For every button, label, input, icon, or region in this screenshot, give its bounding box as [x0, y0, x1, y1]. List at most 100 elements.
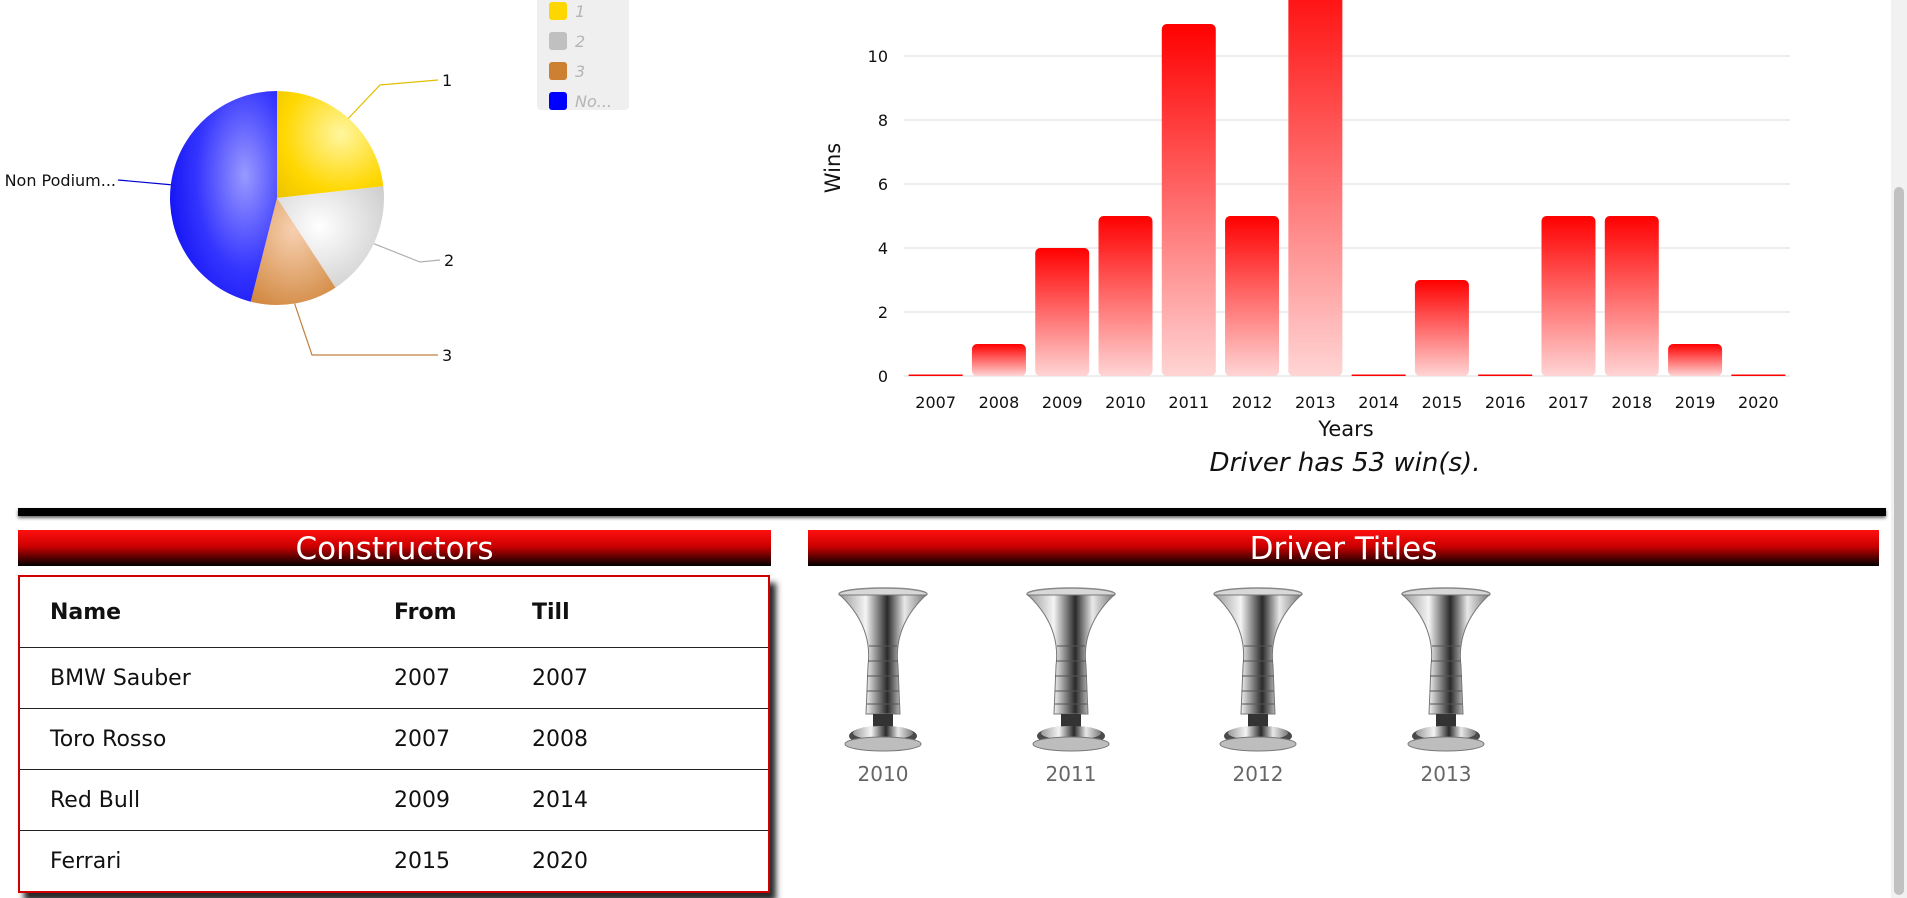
x-tick-label: 2009 — [1042, 393, 1083, 412]
y-tick-label: 2 — [878, 303, 888, 322]
legend-label: 3 — [575, 61, 586, 81]
pie-slice[interactable] — [170, 91, 277, 302]
title-trophy: 2010 — [823, 586, 943, 786]
title-year: 2013 — [1420, 762, 1472, 786]
wins-bar[interactable] — [1351, 374, 1406, 377]
wins-bar[interactable] — [1035, 248, 1090, 376]
constructors-header: Constructors — [18, 530, 771, 567]
wins-bar[interactable] — [971, 344, 1026, 376]
legend-label: No... — [575, 91, 613, 111]
legend-item[interactable]: 3 — [549, 56, 629, 86]
wins-bar[interactable] — [1098, 216, 1153, 376]
legend-label: 2 — [575, 31, 586, 51]
page-scrollbar-thumb[interactable] — [1894, 187, 1904, 895]
constructor-till: 2014 — [532, 787, 588, 813]
legend-swatch — [549, 32, 567, 50]
trophy-icon — [1026, 587, 1116, 752]
constructor-name: Toro Rosso — [50, 726, 167, 752]
y-tick-label: 6 — [878, 175, 888, 194]
title-trophy: 2013 — [1386, 586, 1506, 786]
x-tick-label: 2011 — [1168, 393, 1209, 412]
table-row: Toro Rosso 2007 2008 — [20, 709, 768, 770]
table-row: Red Bull 2009 2014 — [20, 770, 768, 831]
constructor-name: BMW Sauber — [50, 665, 191, 691]
pie-slice[interactable] — [250, 198, 336, 306]
table-row: BMW Sauber 2007 2007 — [20, 648, 768, 709]
pie-slice-label: 3 — [442, 346, 452, 365]
x-tick-label: 2012 — [1232, 393, 1273, 412]
wins-bar[interactable] — [1478, 374, 1533, 377]
x-axis-title: Years — [1317, 417, 1373, 440]
pie-leader-line — [373, 243, 441, 263]
trophy-icon — [838, 587, 928, 752]
x-tick-label: 2015 — [1422, 393, 1463, 412]
pie-leader-line — [347, 79, 439, 119]
wins-bar-chart: 0 2 4 6 8 10 2007 2008 2009 2010 2011 2012 2013 2014… — [821, 0, 1790, 440]
pie-slice[interactable] — [277, 186, 384, 288]
constructors-table: Name From Till BMW Sauber 2007 2007 Toro… — [18, 575, 770, 893]
wins-bar[interactable] — [1668, 344, 1723, 376]
trophy-icon — [1213, 587, 1303, 752]
table-header-row: Name From Till — [20, 577, 768, 648]
constructor-from: 2009 — [394, 787, 450, 813]
x-tick-label: 2017 — [1548, 393, 1589, 412]
wins-bar[interactable] — [1541, 216, 1596, 376]
pie-slice-label: 1 — [442, 71, 452, 90]
wins-bar[interactable] — [1414, 280, 1469, 376]
y-tick-label: 10 — [868, 47, 888, 66]
x-tick-label: 2019 — [1675, 393, 1716, 412]
title-year: 2010 — [857, 762, 909, 786]
column-header-till: Till — [532, 599, 570, 625]
pie-slice-label: Non Podium... — [5, 171, 116, 190]
x-tick-label: 2013 — [1295, 393, 1336, 412]
title-year: 2011 — [1045, 762, 1097, 786]
x-tick-label: 2016 — [1485, 393, 1526, 412]
table-row: Ferrari 2015 2020 — [20, 831, 768, 891]
pie-slice[interactable] — [277, 91, 384, 198]
constructor-from: 2007 — [394, 726, 450, 752]
column-header-name: Name — [50, 599, 122, 625]
title-year: 2012 — [1232, 762, 1284, 786]
driver-titles-header: Driver Titles — [808, 530, 1879, 567]
title-trophy: 2012 — [1198, 586, 1318, 786]
title-trophy: 2011 — [1011, 586, 1131, 786]
x-tick-label: 2020 — [1738, 393, 1779, 412]
legend-swatch — [549, 2, 567, 20]
y-axis-title: Wins — [821, 143, 845, 193]
pie-slice-label: 2 — [444, 251, 454, 270]
trophy-icon — [1401, 587, 1491, 752]
x-tick-label: 2018 — [1611, 393, 1652, 412]
x-tick-label: 2010 — [1105, 393, 1146, 412]
constructor-till: 2007 — [532, 665, 588, 691]
wins-caption: Driver has 53 win(s). — [1209, 448, 1481, 478]
wins-bar[interactable] — [1161, 24, 1216, 376]
x-tick-label: 2007 — [915, 393, 956, 412]
wins-bar[interactable] — [1604, 216, 1659, 376]
pie-leader-line — [117, 179, 171, 186]
legend-item[interactable]: 1 — [549, 0, 629, 26]
pie-leader-line — [294, 303, 438, 356]
wins-bar[interactable] — [908, 374, 963, 377]
wins-bar[interactable] — [1225, 216, 1280, 376]
podium-pie-chart: 1 2 3 Non Podium... — [5, 71, 455, 365]
legend-swatch — [549, 92, 567, 110]
constructor-till: 2020 — [532, 848, 588, 874]
y-tick-label: 8 — [878, 111, 888, 130]
legend-swatch — [549, 62, 567, 80]
column-header-from: From — [394, 599, 457, 625]
x-tick-label: 2008 — [979, 393, 1020, 412]
wins-bar[interactable] — [1288, 0, 1343, 376]
wins-bar[interactable] — [1731, 374, 1786, 377]
legend-item[interactable]: No... — [549, 86, 629, 116]
constructor-from: 2007 — [394, 665, 450, 691]
pie-legend: 1 2 3 No... — [537, 0, 629, 111]
legend-label: 1 — [575, 1, 586, 21]
constructor-name: Red Bull — [50, 787, 141, 813]
constructor-name: Ferrari — [50, 848, 122, 874]
constructor-till: 2008 — [532, 726, 588, 752]
y-tick-label: 4 — [878, 239, 888, 258]
y-tick-label: 0 — [878, 367, 888, 386]
legend-item[interactable]: 2 — [549, 26, 629, 56]
section-divider — [18, 508, 1886, 516]
constructor-from: 2015 — [394, 848, 450, 874]
